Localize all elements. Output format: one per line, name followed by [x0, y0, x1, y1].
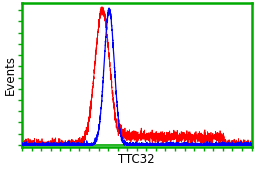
Y-axis label: Events: Events [4, 55, 17, 95]
X-axis label: TTC32: TTC32 [118, 153, 154, 165]
